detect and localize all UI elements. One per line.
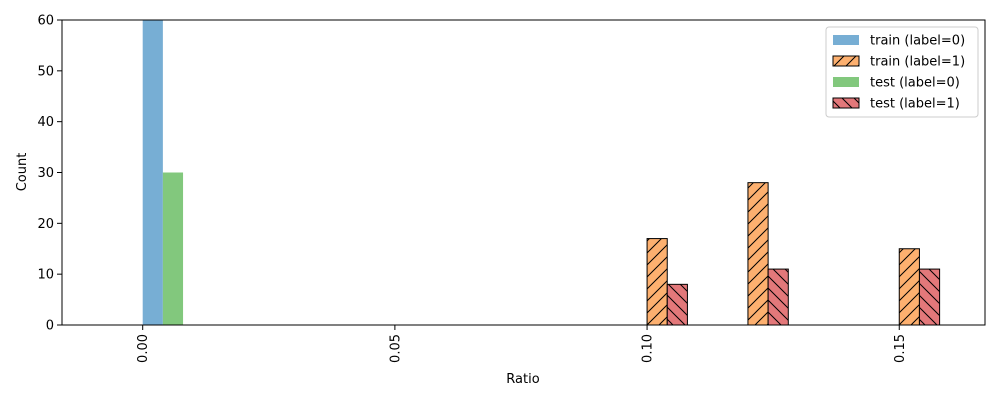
- y-tick-label: 0: [46, 319, 54, 334]
- legend-label: test (label=0): [870, 76, 960, 91]
- legend-entry: train (label=0): [833, 34, 965, 49]
- legend-label: train (label=0): [870, 34, 965, 49]
- y-tick-label: 60: [37, 14, 54, 29]
- bar-1-1: [747, 182, 769, 326]
- bar-0-0: [142, 20, 163, 325]
- x-tick-label: 0.10: [641, 334, 656, 363]
- legend-entry: train (label=1): [832, 55, 965, 70]
- x-tick-label: 0.00: [136, 334, 151, 363]
- y-tick-label: 10: [37, 268, 54, 283]
- bar-2-0: [162, 172, 184, 325]
- legend-box: [825, 26, 979, 118]
- y-tick-label: 50: [37, 64, 54, 79]
- bar-3-1: [767, 268, 789, 326]
- y-tick-label: 20: [37, 217, 54, 232]
- bar-3-0: [666, 283, 688, 326]
- legend: train (label=0) train (label=1) test (labe…: [825, 26, 979, 118]
- legend-entry: test (label=0): [833, 76, 960, 91]
- legend-label: train (label=1): [870, 55, 965, 70]
- y-tick-label: 30: [37, 166, 54, 181]
- x-tick-label: 0.15: [893, 334, 908, 363]
- legend-entry: test (label=1): [832, 97, 960, 112]
- y-tick-label: 40: [37, 115, 54, 130]
- bar-1-2: [898, 248, 920, 326]
- axes-layer: 0 10 20 30 40 50 60 0.00 0.05 0.10 0.15: [37, 14, 907, 363]
- y-axis-label: Count: [15, 153, 30, 192]
- bar-1-0: [646, 238, 668, 326]
- bar-3-2: [918, 268, 941, 326]
- x-tick-label: 0.05: [388, 334, 403, 363]
- x-axis-label: Ratio: [506, 372, 539, 387]
- legend-label: test (label=1): [870, 97, 960, 112]
- bars-layer: [142, 20, 941, 326]
